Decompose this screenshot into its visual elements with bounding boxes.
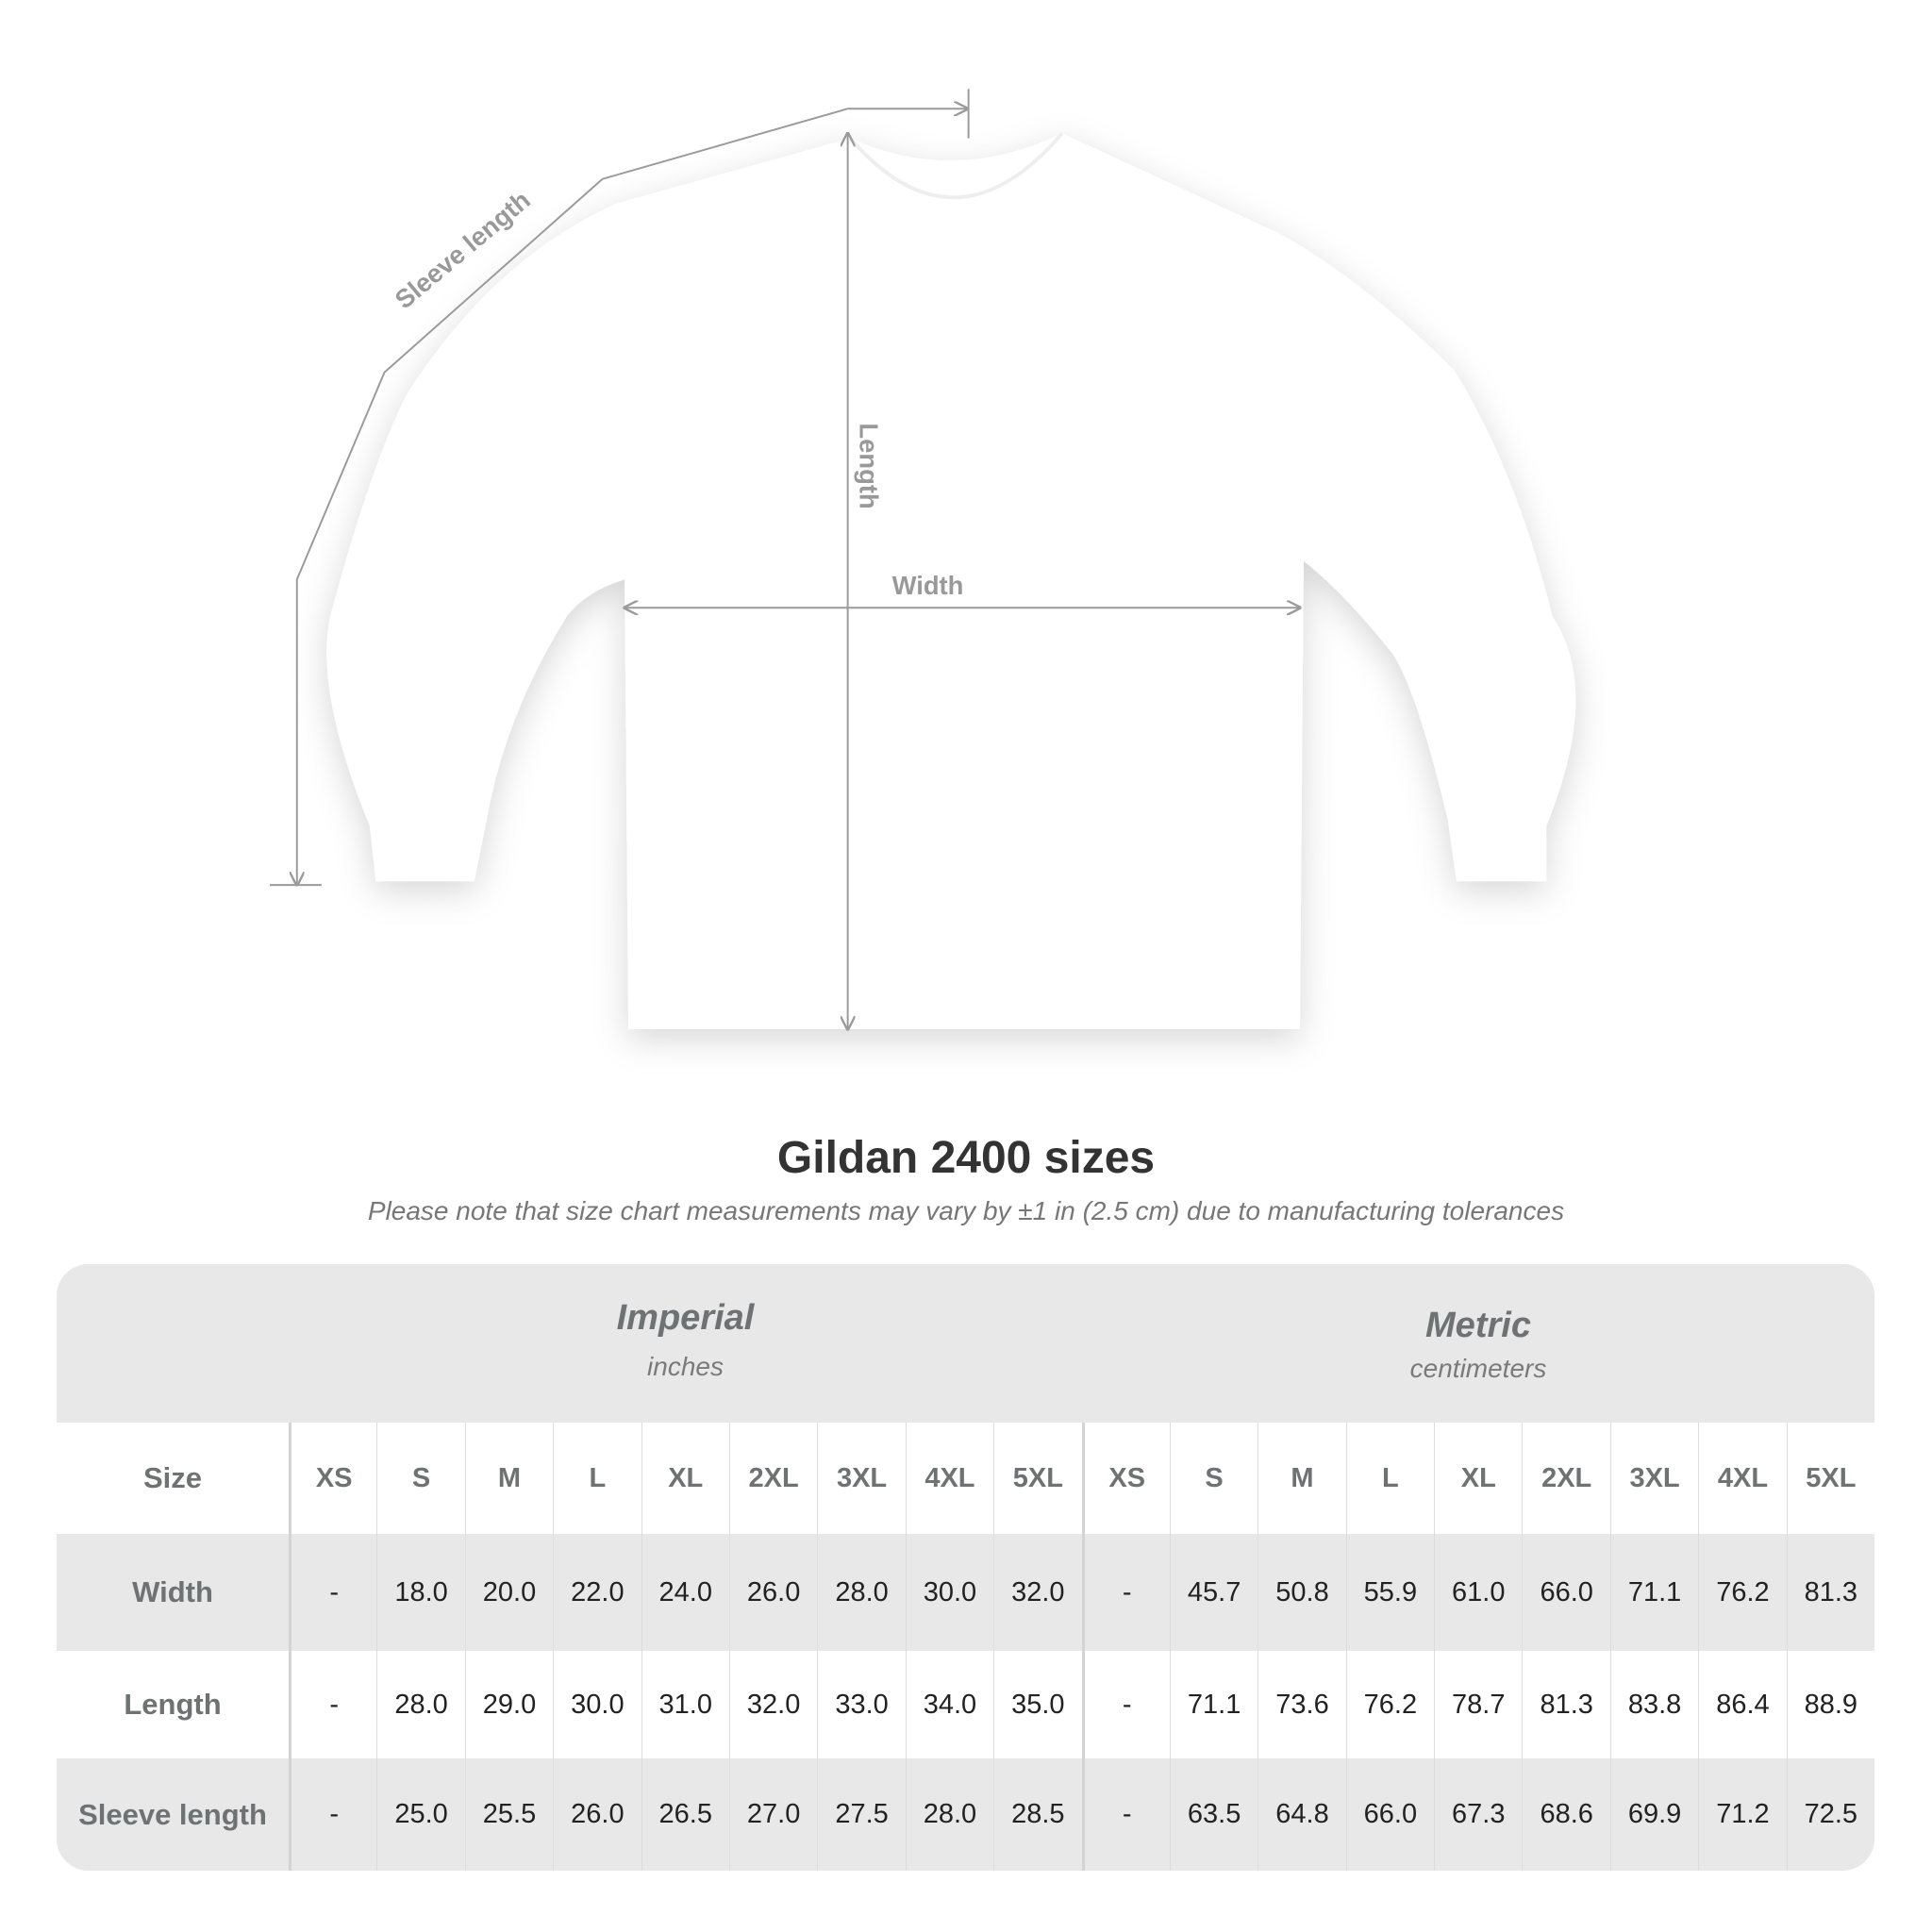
metric-size-2xl: 2XL: [1522, 1423, 1609, 1534]
metric-size-s: S: [1169, 1423, 1257, 1534]
imperial-size-2xl: 2XL: [728, 1423, 817, 1534]
metric-value-cell: 81.3: [1786, 1534, 1874, 1651]
long-sleeve-shirt: [326, 133, 1576, 1029]
metric-value-cell: 78.7: [1434, 1651, 1522, 1758]
imperial-size-xl: XL: [641, 1423, 729, 1534]
imperial-value-cell: 32.0: [728, 1651, 817, 1758]
metric-value-cell: 66.0: [1345, 1758, 1434, 1871]
metric-size-3xl: 3XL: [1609, 1423, 1698, 1534]
metric-value-cell: 69.9: [1609, 1758, 1698, 1871]
imperial-value-cell: 30.0: [905, 1534, 993, 1651]
page-title: Gildan 2400 sizes: [776, 1133, 1156, 1183]
imperial-size-3xl: 3XL: [817, 1423, 905, 1534]
metric-size-l: L: [1345, 1423, 1434, 1534]
table-row-length: Length -28.0 29.0 30.0 31.0 32.0 33.0 34.0 35.0-…: [57, 1651, 1874, 1758]
metric-value-cell: 68.6: [1522, 1758, 1609, 1871]
imperial-value-cell: 20.0: [464, 1534, 553, 1651]
metric-value-cell: 86.4: [1698, 1651, 1786, 1758]
row-label: Sleeve length: [78, 1797, 267, 1831]
metric-value-cell: 71.1: [1609, 1534, 1698, 1651]
imperial-value-cell: 28.0: [817, 1534, 905, 1651]
metric-title: Metric: [1425, 1306, 1531, 1345]
imperial-value-cell: 25.5: [464, 1758, 553, 1871]
metric-value-cell: -: [1081, 1534, 1170, 1651]
imperial-value-cell: -: [289, 1651, 376, 1758]
imperial-header: Imperial inches: [289, 1298, 1082, 1382]
imperial-value-cell: 22.0: [553, 1534, 641, 1651]
collar: [848, 132, 1064, 200]
imperial-value-cell: 31.0: [641, 1651, 729, 1758]
size-header-label: Size: [142, 1461, 203, 1494]
metric-value-cell: 61.0: [1434, 1534, 1522, 1651]
size-row: Size XS S M L XL 2XL 3XL 4XL 5XL XS S M L XL 2XL 3XL 4XL 5…: [57, 1423, 1874, 1534]
metric-size-5xl: 5XL: [1786, 1423, 1874, 1534]
metric-value-cell: 50.8: [1257, 1534, 1345, 1651]
size-table: Imperial inches Metric centimeters Size X…: [57, 1264, 1874, 1871]
imperial-value-cell: 27.0: [728, 1758, 817, 1871]
imperial-value-cell: 18.0: [376, 1534, 464, 1651]
imperial-value-cell: 32.0: [993, 1534, 1081, 1651]
imperial-value-cell: -: [289, 1758, 376, 1871]
metric-value-cell: 66.0: [1522, 1534, 1609, 1651]
imperial-value-cell: 29.0: [464, 1651, 553, 1758]
metric-value-cell: -: [1081, 1651, 1170, 1758]
table-row-sleeve-length: Sleeve length -25.0 25.5 26.0 26.5 27.0 27.5 28…: [57, 1758, 1874, 1871]
unit-header: Imperial inches Metric centimeters: [57, 1264, 1874, 1423]
shirt-diagram: Sleeve length Length Width: [270, 89, 1576, 1085]
metric-value-cell: 64.8: [1257, 1758, 1345, 1871]
metric-value-cell: 63.5: [1169, 1758, 1257, 1871]
imperial-value-cell: 28.5: [993, 1758, 1081, 1871]
imperial-value-cell: 28.0: [376, 1651, 464, 1758]
imperial-size-m: M: [464, 1423, 553, 1534]
imperial-value-cell: 24.0: [641, 1534, 729, 1651]
imperial-size-5xl: 5XL: [993, 1423, 1081, 1534]
row-label: Width: [132, 1575, 213, 1608]
imperial-value-cell: 30.0: [553, 1651, 641, 1758]
metric-value-cell: 71.2: [1698, 1758, 1786, 1871]
metric-value-cell: 73.6: [1257, 1651, 1345, 1758]
table-row-width: Width -18.0 20.0 22.0 24.0 26.0 28.0 30.0 32.0-4…: [57, 1534, 1874, 1651]
imperial-value-cell: 26.0: [728, 1534, 817, 1651]
tolerance-note: Please note that size chart measurements…: [367, 1196, 1565, 1225]
metric-value-cell: 55.9: [1345, 1534, 1434, 1651]
imperial-value-cell: 26.0: [553, 1758, 641, 1871]
metric-value-cell: 67.3: [1434, 1758, 1522, 1871]
imperial-value-cell: 26.5: [641, 1758, 729, 1871]
imperial-value-cell: 28.0: [905, 1758, 993, 1871]
length-label: Length: [855, 423, 884, 508]
imperial-value-cell: 34.0: [905, 1651, 993, 1758]
metric-value-cell: 81.3: [1522, 1651, 1609, 1758]
metric-header: Metric centimeters: [1082, 1306, 1874, 1384]
metric-size-m: M: [1257, 1423, 1345, 1534]
imperial-size-4xl: 4XL: [905, 1423, 993, 1534]
metric-value-cell: 83.8: [1609, 1651, 1698, 1758]
imperial-value-cell: 25.0: [376, 1758, 464, 1871]
imperial-value-cell: 27.5: [817, 1758, 905, 1871]
metric-value-cell: 71.1: [1169, 1651, 1257, 1758]
imperial-size-s: S: [376, 1423, 464, 1534]
imperial-value-cell: -: [289, 1534, 376, 1651]
imperial-size-xs: XS: [289, 1423, 376, 1534]
metric-value-cell: 76.2: [1345, 1651, 1434, 1758]
sleeve-measure-line: [297, 108, 848, 885]
metric-unit: centimeters: [1409, 1354, 1547, 1383]
width-label: Width: [892, 571, 964, 600]
imperial-value-cell: 35.0: [993, 1651, 1081, 1758]
imperial-title: Imperial: [616, 1298, 755, 1338]
metric-value-cell: -: [1081, 1758, 1170, 1871]
row-label: Length: [124, 1688, 222, 1721]
metric-size-4xl: 4XL: [1698, 1423, 1786, 1534]
metric-size-xs: XS: [1081, 1423, 1170, 1534]
metric-value-cell: 72.5: [1786, 1758, 1874, 1871]
metric-value-cell: 88.9: [1786, 1651, 1874, 1758]
metric-value-cell: 76.2: [1698, 1534, 1786, 1651]
imperial-unit: inches: [647, 1352, 724, 1381]
metric-size-xl: XL: [1434, 1423, 1522, 1534]
imperial-size-l: L: [553, 1423, 641, 1534]
metric-value-cell: 45.7: [1169, 1534, 1257, 1651]
imperial-value-cell: 33.0: [817, 1651, 905, 1758]
